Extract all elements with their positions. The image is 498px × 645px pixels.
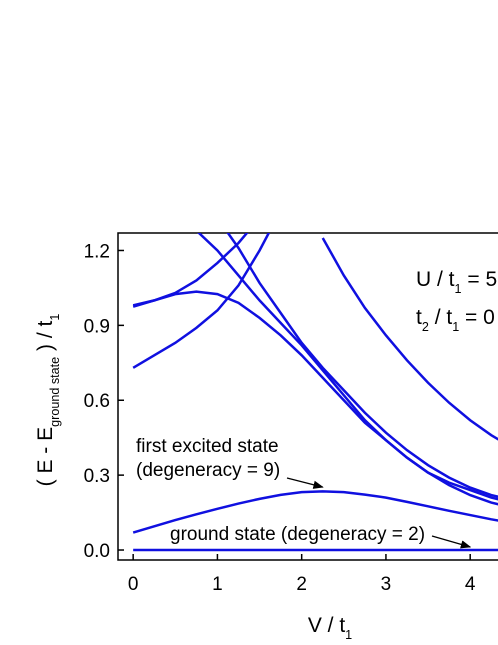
- label-part: ) / t: [34, 320, 57, 356]
- label-part: V / t: [308, 614, 346, 637]
- subscript: 1: [345, 628, 352, 642]
- subscript: ground state: [48, 357, 62, 427]
- curve: [226, 233, 498, 498]
- curve: [197, 233, 498, 501]
- label-part: t: [416, 306, 422, 329]
- annotation: ground state (degeneracy = 2): [170, 524, 425, 545]
- x-tick-label: 2: [296, 574, 307, 595]
- label-part: U / t: [416, 268, 455, 291]
- x-tick-label: 4: [465, 574, 476, 595]
- curve: [132, 490, 498, 534]
- y-tick-label: 0.0: [84, 541, 110, 562]
- x-tick-label: 0: [128, 574, 139, 595]
- x-tick-label: 1: [212, 574, 223, 595]
- label: U / t1 = 5: [416, 268, 497, 296]
- label: ( E - Eground state ) / t1: [34, 314, 62, 487]
- y-tick-label: 0.9: [84, 316, 110, 337]
- plot-area: [132, 233, 498, 552]
- curve: [132, 233, 271, 369]
- y-tick-label: 0.3: [84, 466, 110, 487]
- label-part: = 5: [462, 268, 498, 291]
- label-part: = 0: [459, 306, 495, 329]
- curve: [321, 237, 498, 441]
- label: V / t1: [308, 614, 352, 642]
- annotation: (degeneracy = 9): [136, 460, 280, 481]
- subscript: 1: [452, 320, 459, 334]
- axis-frame: [117, 232, 498, 561]
- subscript: 1: [48, 314, 62, 321]
- label-part: / t: [429, 306, 453, 329]
- subscript: 2: [422, 320, 429, 334]
- annotation: first excited state: [136, 436, 279, 457]
- annotation-arrow: [431, 535, 472, 549]
- y-tick-label: 0.6: [84, 391, 110, 412]
- label-part: ( E - E: [34, 427, 57, 487]
- x-tick-label: 3: [381, 574, 392, 595]
- curve: [132, 290, 498, 506]
- annotation-arrow: [286, 477, 324, 489]
- label: t2 / t1 = 0: [416, 306, 495, 334]
- y-tick-label: 1.2: [84, 241, 110, 262]
- subscript: 1: [455, 282, 462, 296]
